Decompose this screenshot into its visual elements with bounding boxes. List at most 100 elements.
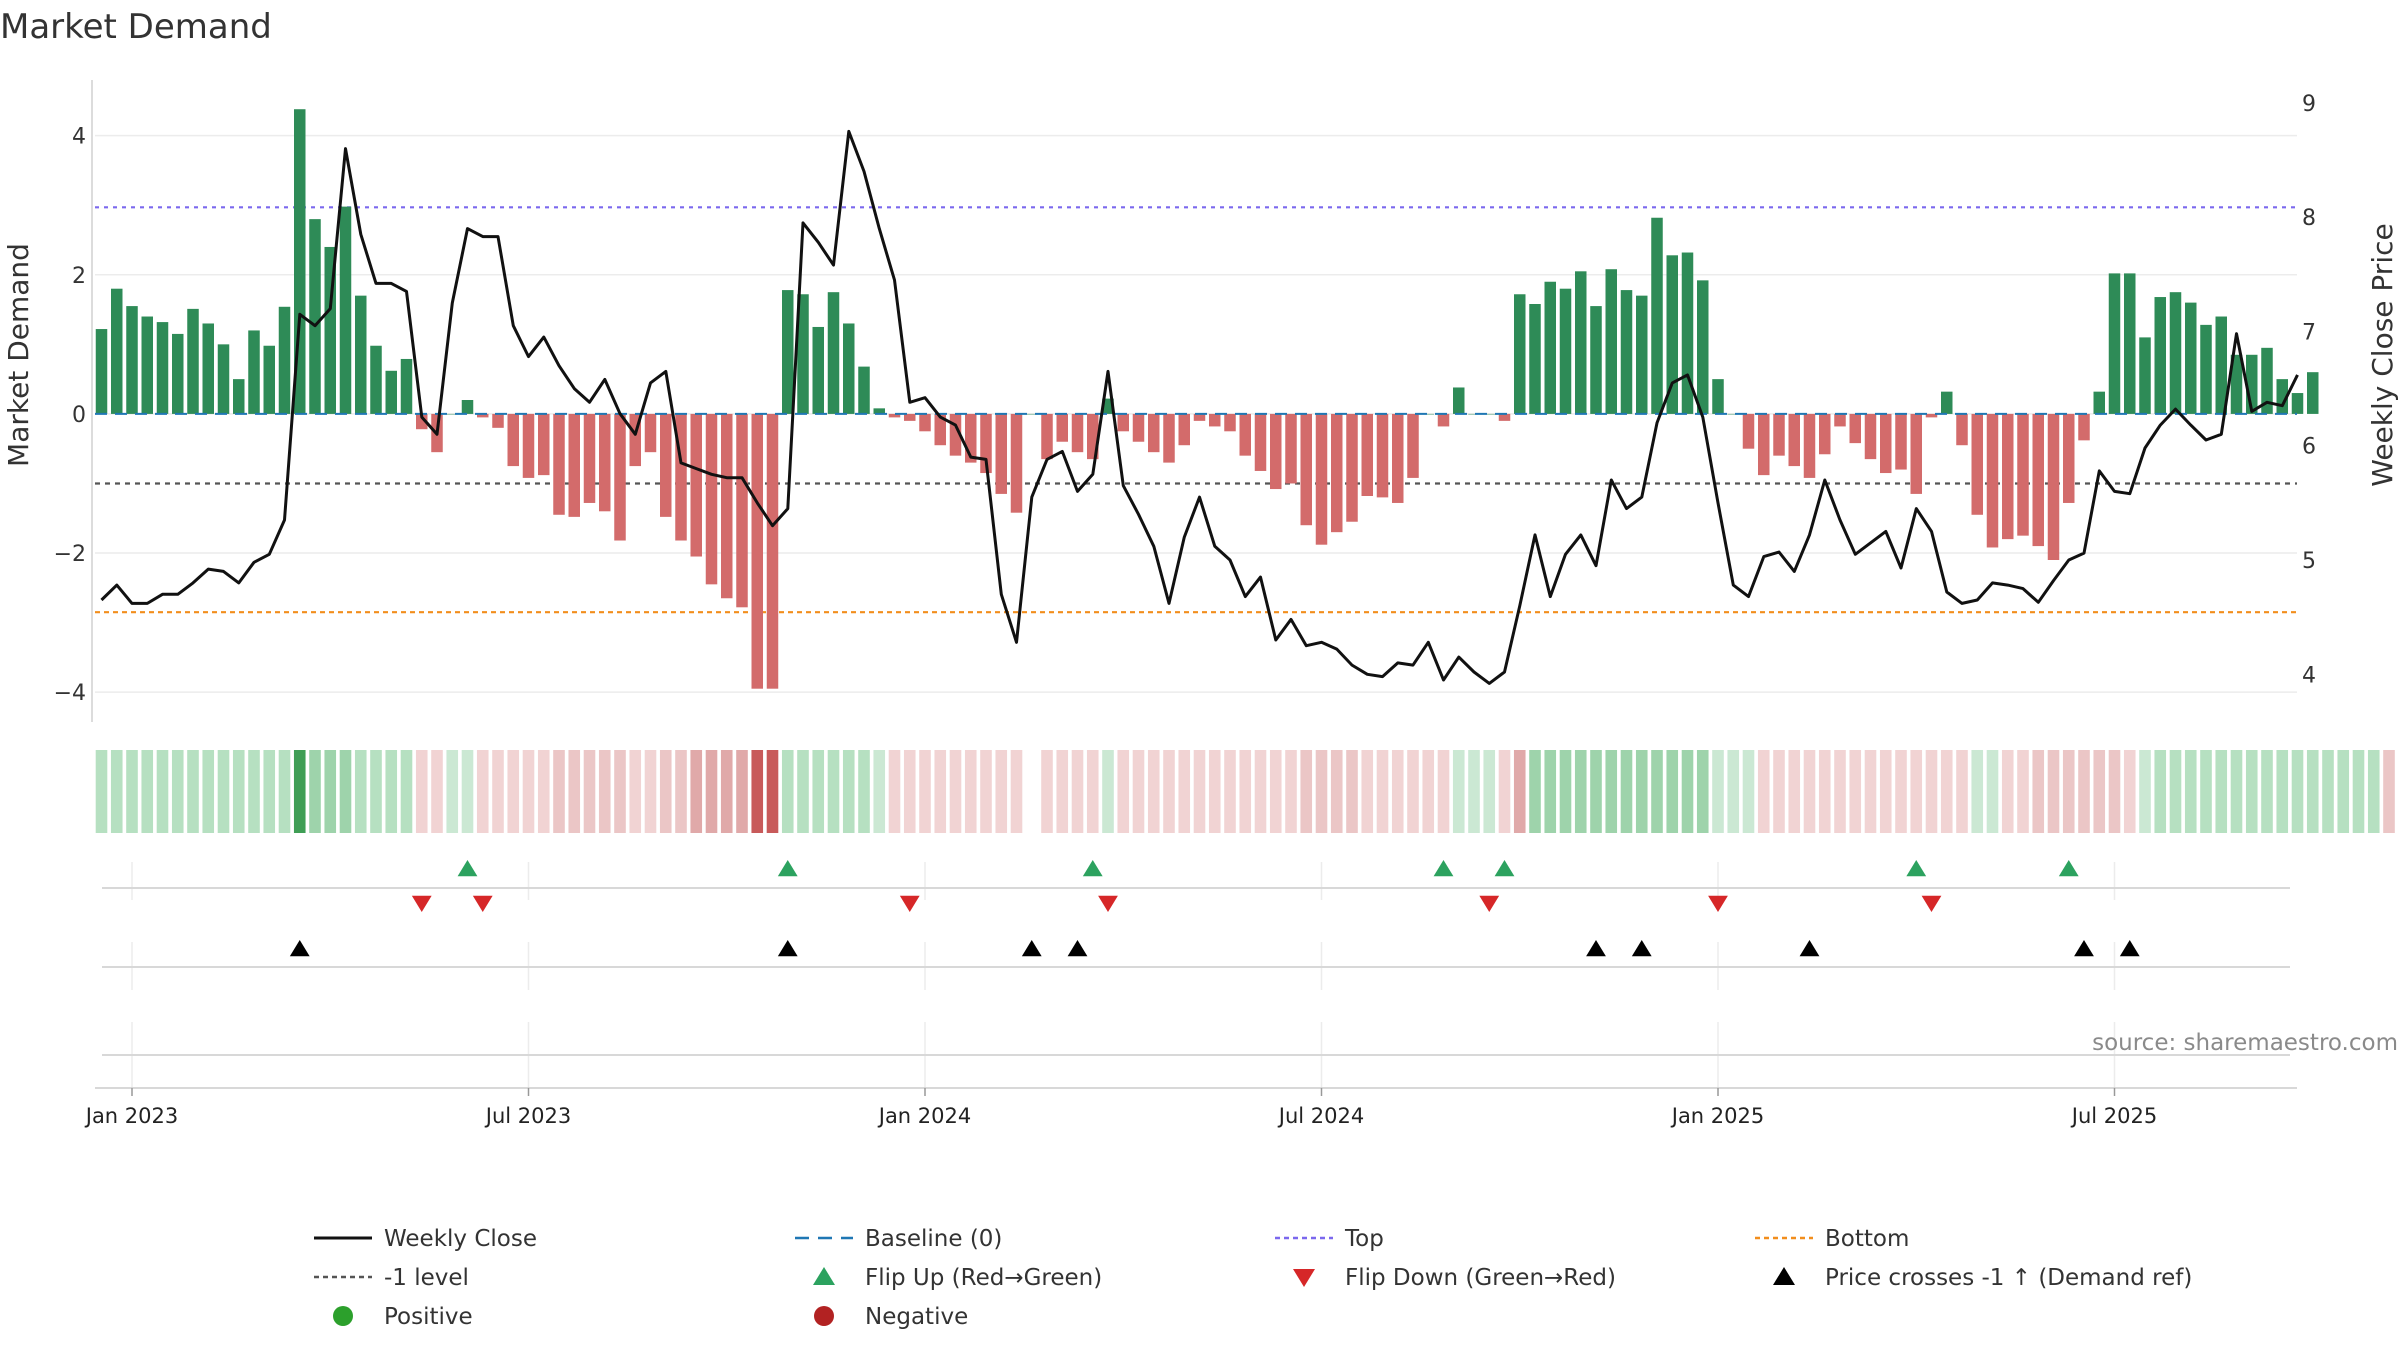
left-tick-label: 0 [72,403,86,428]
demand-bar [1483,413,1495,415]
flip-up-marker [457,860,478,877]
legend-item-baseline: Baseline (0) [795,1226,1002,1252]
demand-bar [843,323,855,414]
demand-bar [2047,413,2060,560]
strip-cell [1239,750,1252,833]
strip-cell [1452,750,1465,833]
demand-bar [538,413,550,476]
strip-cell [507,750,520,833]
demand-bar [1742,413,1755,449]
strip-cell [1529,750,1541,833]
demand-bar [934,413,946,446]
strip-cell [2062,750,2075,833]
strip-cell [1086,750,1099,833]
demand-bar [873,408,885,414]
strip-cell [583,750,596,833]
strip-cell [156,750,169,833]
flip-down-marker [472,895,493,912]
demand-bar [1163,413,1175,463]
demand-bar [233,379,245,414]
strip-cell [2169,750,2182,833]
strip-cell [400,750,413,833]
strip-cell [141,750,154,833]
demand-bar [1605,269,1617,414]
strip-cell [1132,750,1145,833]
strip-cell [446,750,459,833]
legend-item-flip_up: Flip Up (Red→Green) [813,1265,1102,1291]
demand-bar [614,413,626,541]
strip-cell [232,750,245,833]
strip-cell [2047,750,2060,833]
demand-bar [339,206,352,414]
demand-bar [1941,391,1953,414]
demand-bar [1056,413,1068,442]
left-tick-label: −4 [54,681,86,706]
demand-bar [1666,255,1678,414]
strip-cell [1361,750,1374,833]
demand-bar [736,413,748,608]
strip-cell [293,750,306,833]
strip-cell [324,750,337,833]
demand-bar [126,306,138,414]
demand-bar [1148,413,1160,453]
demand-bar [1117,413,1129,432]
strip-cell [720,750,733,833]
demand-bar [1285,413,1297,484]
strip-cell [2352,750,2365,833]
strip-cell [171,750,184,833]
demand-bar [2017,413,2029,536]
demand-bar [827,292,840,414]
strip-cell [1285,750,1297,833]
strip-cell [1498,750,1511,833]
demand-bar [751,413,763,689]
x-tick-label: Jan 2023 [84,1104,179,1128]
demand-bar [294,109,306,414]
x-tick-label: Jul 2024 [1277,1104,1364,1128]
demand-bar [660,413,672,517]
strip-cell [1376,750,1389,833]
right-axis-label: Weekly Close Price [2366,223,2399,486]
strip-cell [1117,750,1130,833]
demand-bar [1376,413,1389,498]
demand-bar [904,413,916,421]
strip-cell [980,750,992,833]
demand-bar [1819,413,1831,455]
strip-cell [614,750,626,833]
demand-bar [1880,413,1892,474]
strip-cell [797,750,809,833]
strip-cell [2261,750,2273,833]
demand-bar [263,345,275,414]
strip-cell [1727,750,1740,833]
legend-label: -1 level [384,1265,469,1291]
demand-bar [1544,281,1556,414]
strip-cell [1696,750,1709,833]
strip-cell [781,750,794,833]
legend-label: Top [1344,1226,1384,1252]
strip-cell [217,750,230,833]
strip-cell [1590,750,1602,833]
demand-bar [2307,372,2319,414]
demand-bar [1209,413,1221,427]
demand-bar [1956,413,1968,446]
demand-bar [1407,413,1419,478]
strip-cell [1422,750,1435,833]
demand-bar [477,413,489,418]
strip-cell [827,750,840,833]
strip-cell [1864,750,1877,833]
strip-cell [888,750,901,833]
strip-cell [629,750,642,833]
price-cross-marker [1799,940,1820,957]
flip-down-marker [1479,895,1500,912]
demand-bar [1178,413,1190,446]
strip-cell [263,750,276,833]
demand-bar [416,413,428,430]
strip-cell [1681,750,1694,833]
demand-bar [919,413,931,432]
demand-bar [1636,295,1648,414]
strip-cell [1574,750,1587,833]
demand-bar [1132,413,1145,442]
demand-bar [1681,252,1694,414]
strip-cell [690,750,703,833]
strip-cell [736,750,748,833]
demand-bar [782,290,794,414]
